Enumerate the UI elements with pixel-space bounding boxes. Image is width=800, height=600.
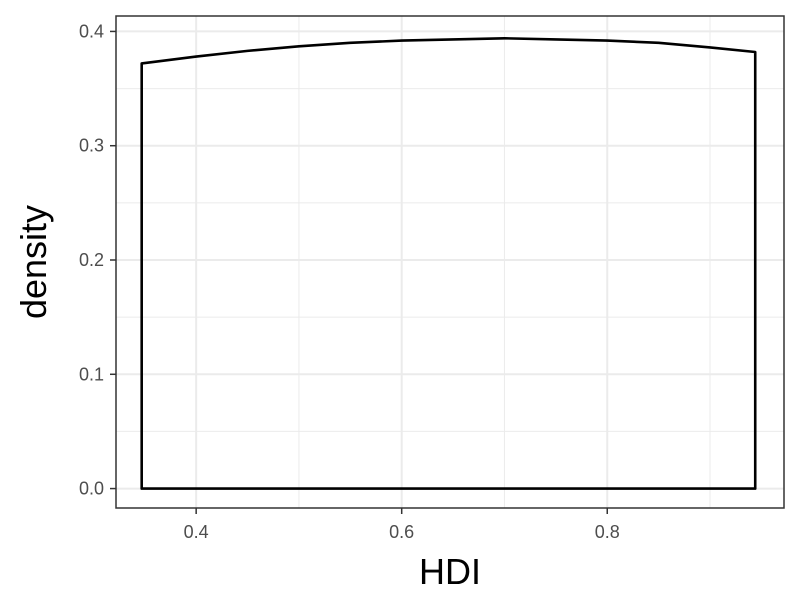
y-tick-label: 0.1: [79, 364, 104, 384]
x-tick-label: 0.6: [389, 522, 414, 542]
x-tick-label: 0.4: [184, 522, 209, 542]
y-axis-title: density: [13, 205, 54, 319]
density-outline: [140, 36, 757, 490]
y-tick-label: 0.3: [79, 136, 104, 156]
y-tick-label: 0.4: [79, 21, 104, 41]
axes: 0.4 0.6 0.8 0.0 0.1 0.2 0.3 0.4: [79, 21, 620, 542]
y-tick-label: 0.0: [79, 479, 104, 499]
x-tick-label: 0.8: [595, 522, 620, 542]
grid-lines: [116, 16, 784, 508]
x-axis-title: HDI: [419, 551, 481, 592]
panel-border: [115, 15, 785, 509]
y-tick-label: 0.2: [79, 250, 104, 270]
density-series: [140, 36, 757, 490]
